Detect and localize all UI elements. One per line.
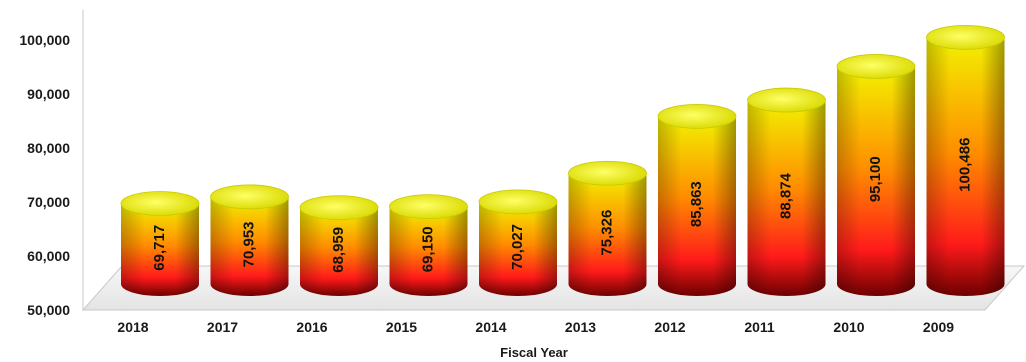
x-tick-label: 2015 xyxy=(386,319,417,335)
bar-top xyxy=(478,189,558,215)
bar: 88,874 xyxy=(747,87,826,296)
bar: 69,717 xyxy=(120,191,200,296)
x-tick-label: 2017 xyxy=(207,319,238,335)
bar-top xyxy=(299,195,379,221)
x-tick-label: 2014 xyxy=(475,319,506,335)
bar-shading xyxy=(837,66,915,297)
bar-shading xyxy=(568,173,647,296)
x-tick-label: 2011 xyxy=(744,319,775,335)
bar-shading xyxy=(121,203,199,296)
y-tick-label: 100,000 xyxy=(19,32,70,48)
bar: 68,959 xyxy=(299,195,379,296)
bar-data-label: 75,326 xyxy=(598,210,615,256)
x-tick-label: 2018 xyxy=(117,319,148,335)
bar: 70,953 xyxy=(210,184,289,296)
x-tick-label: 2016 xyxy=(296,319,327,335)
bar-shading xyxy=(658,116,736,296)
bar: 100,486 xyxy=(926,24,1005,296)
bar: 75,326 xyxy=(568,160,647,296)
bar-top xyxy=(926,24,1005,50)
y-tick-label: 70,000 xyxy=(27,194,70,210)
bar-top xyxy=(120,191,200,216)
bar-shading xyxy=(926,37,1005,296)
bar-top xyxy=(836,54,916,79)
bar-shading xyxy=(747,100,826,296)
bar-data-label: 100,486 xyxy=(956,138,973,192)
bar-shading xyxy=(479,201,557,296)
y-tick-label: 50,000 xyxy=(27,302,70,318)
y-tick-label: 80,000 xyxy=(27,140,70,156)
bar-top xyxy=(568,160,647,186)
y-tick-label: 90,000 xyxy=(27,86,70,102)
bar-data-label: 85,863 xyxy=(688,181,705,227)
bar-top xyxy=(210,184,289,210)
bar-shading xyxy=(300,207,378,296)
x-tick-label: 2012 xyxy=(654,319,685,335)
bar-data-label: 68,959 xyxy=(330,227,347,273)
bar-data-label: 70,027 xyxy=(509,224,526,270)
x-axis-title: Fiscal Year xyxy=(500,345,568,360)
bar: 95,100 xyxy=(836,54,916,297)
bar-data-label: 70,953 xyxy=(240,221,257,267)
bar-top xyxy=(657,103,737,129)
bar-data-label: 88,874 xyxy=(777,172,794,219)
bar-shading xyxy=(389,206,468,296)
bar-shading xyxy=(210,196,289,296)
bars: 69,717 70,953 68,959 69,150 70,027 75,326 85,8… xyxy=(120,24,1005,297)
x-tick-label: 2009 xyxy=(923,319,954,335)
bar: 69,150 xyxy=(389,194,468,296)
bar-data-label: 69,150 xyxy=(419,226,436,272)
bar-data-label: 95,100 xyxy=(867,156,884,202)
y-axis-ticks: 50,000 60,000 70,000 80,000 90,000 100,000 xyxy=(19,32,70,318)
x-axis-ticks: 2018 2017 2016 2015 2014 2013 2012 2011 2010 2009 xyxy=(117,319,954,335)
bar-data-label: 69,717 xyxy=(151,225,168,271)
bar: 70,027 xyxy=(478,189,558,296)
x-tick-label: 2013 xyxy=(565,319,596,335)
x-tick-label: 2010 xyxy=(833,319,864,335)
bar-top xyxy=(389,194,468,219)
bar-top xyxy=(747,87,826,113)
bar: 85,863 xyxy=(657,103,737,296)
y-tick-label: 60,000 xyxy=(27,248,70,264)
